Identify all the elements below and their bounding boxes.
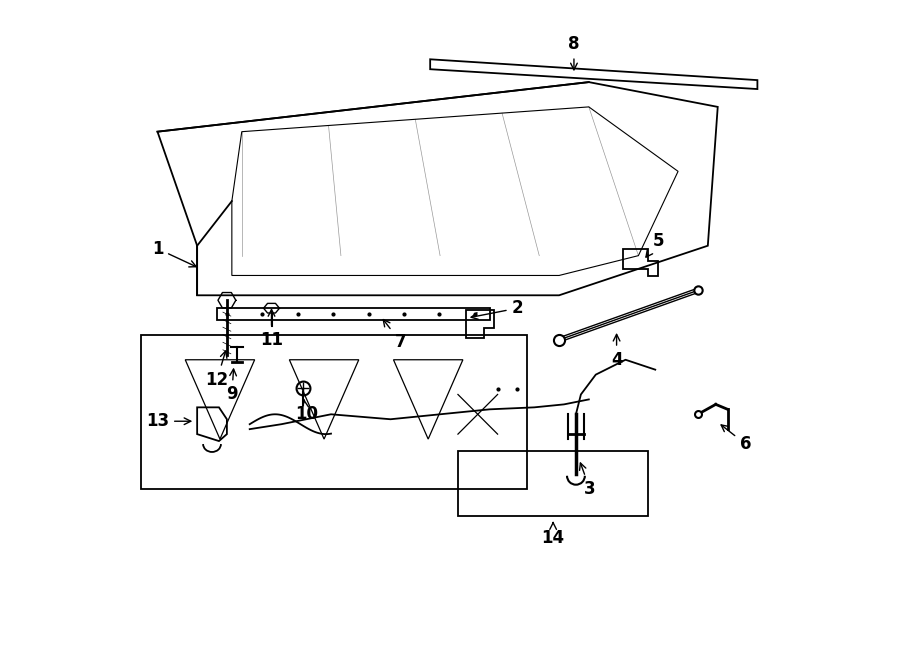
Text: 10: 10	[294, 400, 318, 423]
Text: 4: 4	[611, 334, 623, 369]
Text: 5: 5	[646, 232, 664, 257]
Text: 9: 9	[226, 369, 238, 403]
Text: 7: 7	[383, 319, 406, 351]
Text: 13: 13	[146, 412, 191, 430]
Text: 11: 11	[260, 309, 283, 349]
Text: 6: 6	[721, 425, 752, 453]
Text: 8: 8	[568, 36, 580, 70]
Text: 14: 14	[542, 523, 564, 547]
Text: 1: 1	[152, 240, 196, 267]
Text: 3: 3	[580, 463, 596, 498]
Text: 2: 2	[471, 299, 523, 319]
Text: 12: 12	[205, 351, 229, 389]
